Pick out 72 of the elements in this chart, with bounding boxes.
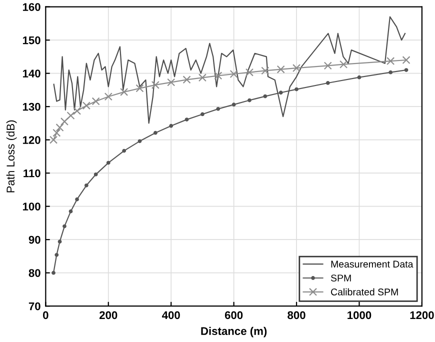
point (292, 64, 301, 72)
point (402, 56, 410, 64)
point (245, 68, 254, 76)
point (388, 70, 393, 74)
point (198, 74, 206, 82)
point (216, 106, 220, 111)
point (92, 97, 100, 106)
point (73, 106, 82, 115)
point (167, 78, 176, 86)
point (68, 209, 73, 214)
y-tick-label: 110 (24, 169, 40, 178)
point (94, 172, 98, 176)
point (104, 92, 112, 101)
point (84, 183, 88, 188)
x-tick-label: 600 (224, 311, 243, 320)
point (248, 98, 252, 102)
point (386, 57, 395, 66)
point (326, 81, 330, 85)
point (106, 160, 110, 165)
point (120, 88, 128, 96)
point (324, 62, 332, 70)
point (60, 118, 69, 126)
legend-label: SPM (330, 274, 351, 282)
point (230, 70, 238, 78)
point (82, 102, 90, 110)
y-axis-title: Path Loss (dB) (6, 120, 17, 192)
y-tick-label: 120 (22, 136, 40, 144)
y-tick-label: 70 (28, 302, 40, 310)
point (49, 136, 58, 144)
point (404, 68, 408, 72)
point (62, 224, 66, 228)
y-tick-label: 160 (22, 3, 40, 11)
x-tick-label: 1200 (410, 311, 434, 320)
point (340, 60, 348, 68)
x-tick-label: 0 (43, 311, 48, 320)
x-tick-label: 200 (100, 311, 118, 320)
y-tick-label: 80 (28, 269, 40, 277)
point (294, 87, 298, 92)
point (56, 124, 64, 132)
point (54, 252, 59, 257)
point (52, 270, 56, 275)
point (136, 84, 144, 92)
point (169, 124, 174, 128)
point (58, 240, 62, 244)
y-tick-label: 140 (22, 70, 40, 78)
legend-label: Calibrated SPM (331, 288, 398, 296)
point (52, 128, 61, 137)
x-tick-label: 1000 (348, 311, 372, 320)
point (278, 90, 283, 95)
point (263, 94, 268, 98)
point (151, 80, 160, 90)
point (357, 75, 362, 80)
point (153, 130, 158, 135)
point (261, 66, 270, 75)
point (122, 148, 126, 153)
point (184, 118, 189, 122)
point (66, 112, 75, 120)
point (232, 102, 236, 107)
point (138, 139, 142, 144)
x-tick-label: 400 (162, 311, 180, 320)
point (276, 65, 285, 74)
y-tick-label: 100 (22, 202, 40, 210)
y-tick-label: 130 (22, 102, 40, 111)
x-tick-label: 800 (288, 311, 306, 320)
y-tick-label: 150 (22, 36, 40, 44)
x-axis-title: Distance (m) (201, 326, 267, 338)
point (214, 72, 222, 80)
point (200, 112, 204, 116)
point (182, 76, 191, 84)
point (75, 197, 79, 202)
y-tick-label: 90 (28, 236, 40, 244)
legend-label: Measurement Data (331, 260, 414, 268)
